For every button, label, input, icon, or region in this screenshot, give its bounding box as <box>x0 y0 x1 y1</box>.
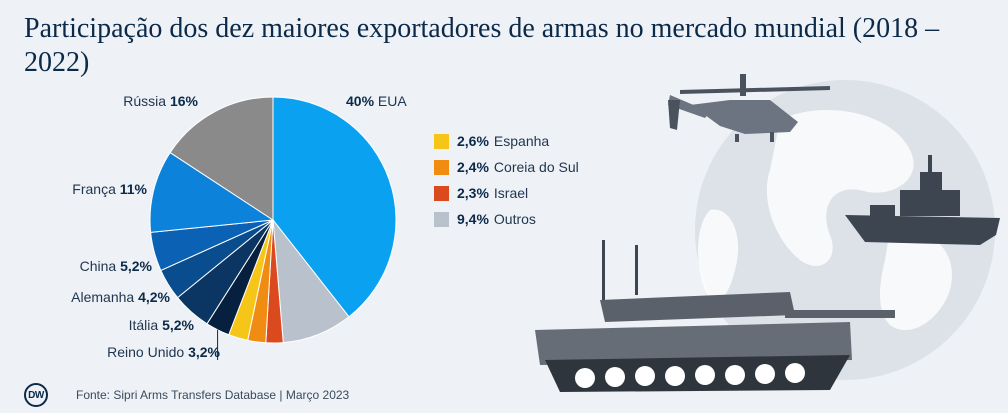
slice-label-eua: 40% EUA <box>346 93 407 109</box>
legend-swatch <box>434 185 449 201</box>
legend-item-espanha: 2,6% Espanha <box>434 128 579 154</box>
legend-item-israel: 2,3% Israel <box>434 180 579 206</box>
legend-label: Outros <box>493 211 536 227</box>
legend-swatch <box>434 211 449 227</box>
legend-item-coreia-do-sul: 2,4% Coreia do Sul <box>434 154 579 180</box>
continents <box>698 110 952 331</box>
legend-swatch <box>434 159 449 175</box>
legend-label: Israel <box>493 185 529 201</box>
legend-swatch <box>434 133 449 149</box>
legend-value: 2,4% <box>457 159 489 175</box>
source-note: Fonte: Sipri Arms Transfers Database | M… <box>76 388 350 402</box>
slice-label-itália: Itália 5,2% <box>129 317 195 333</box>
tank-icon <box>535 240 895 392</box>
legend-value: 2,6% <box>457 133 489 149</box>
chart-title: Participação dos dez maiores exportadore… <box>24 13 940 78</box>
slice-label-alemanha: Alemanha 4,2% <box>71 289 170 305</box>
slice-label-china: China 5,2% <box>80 258 153 274</box>
legend-item-outros: 9,4% Outros <box>434 206 579 232</box>
pie-chart: 40% EUA Rússia 16% França 11% China 5,2% Ale… <box>71 93 407 360</box>
dw-logo: DW <box>24 383 48 407</box>
footer: DW Fonte: Sipri Arms Transfers Database … <box>24 383 349 407</box>
warship-icon <box>845 155 1000 245</box>
slice-label-reino-unido: Reino Unido 3,2% <box>107 344 220 360</box>
pie-slice-eua <box>272 96 397 318</box>
legend-value: 9,4% <box>457 211 489 227</box>
military-illustration <box>535 74 1000 392</box>
pie-slice-frança <box>149 151 275 233</box>
helicopter-icon <box>668 74 830 142</box>
chart-legend: 2,6% Espanha 2,4% Coreia do Sul 2,3% Israel 9,… <box>434 128 579 232</box>
slice-label-frança: França 11% <box>72 181 147 197</box>
legend-value: 2,3% <box>457 185 489 201</box>
legend-label: Coreia do Sul <box>493 159 579 175</box>
pie-slice-rússia <box>169 96 274 221</box>
legend-label: Espanha <box>493 133 550 149</box>
slice-label-rússia: Rússia 16% <box>123 93 198 109</box>
